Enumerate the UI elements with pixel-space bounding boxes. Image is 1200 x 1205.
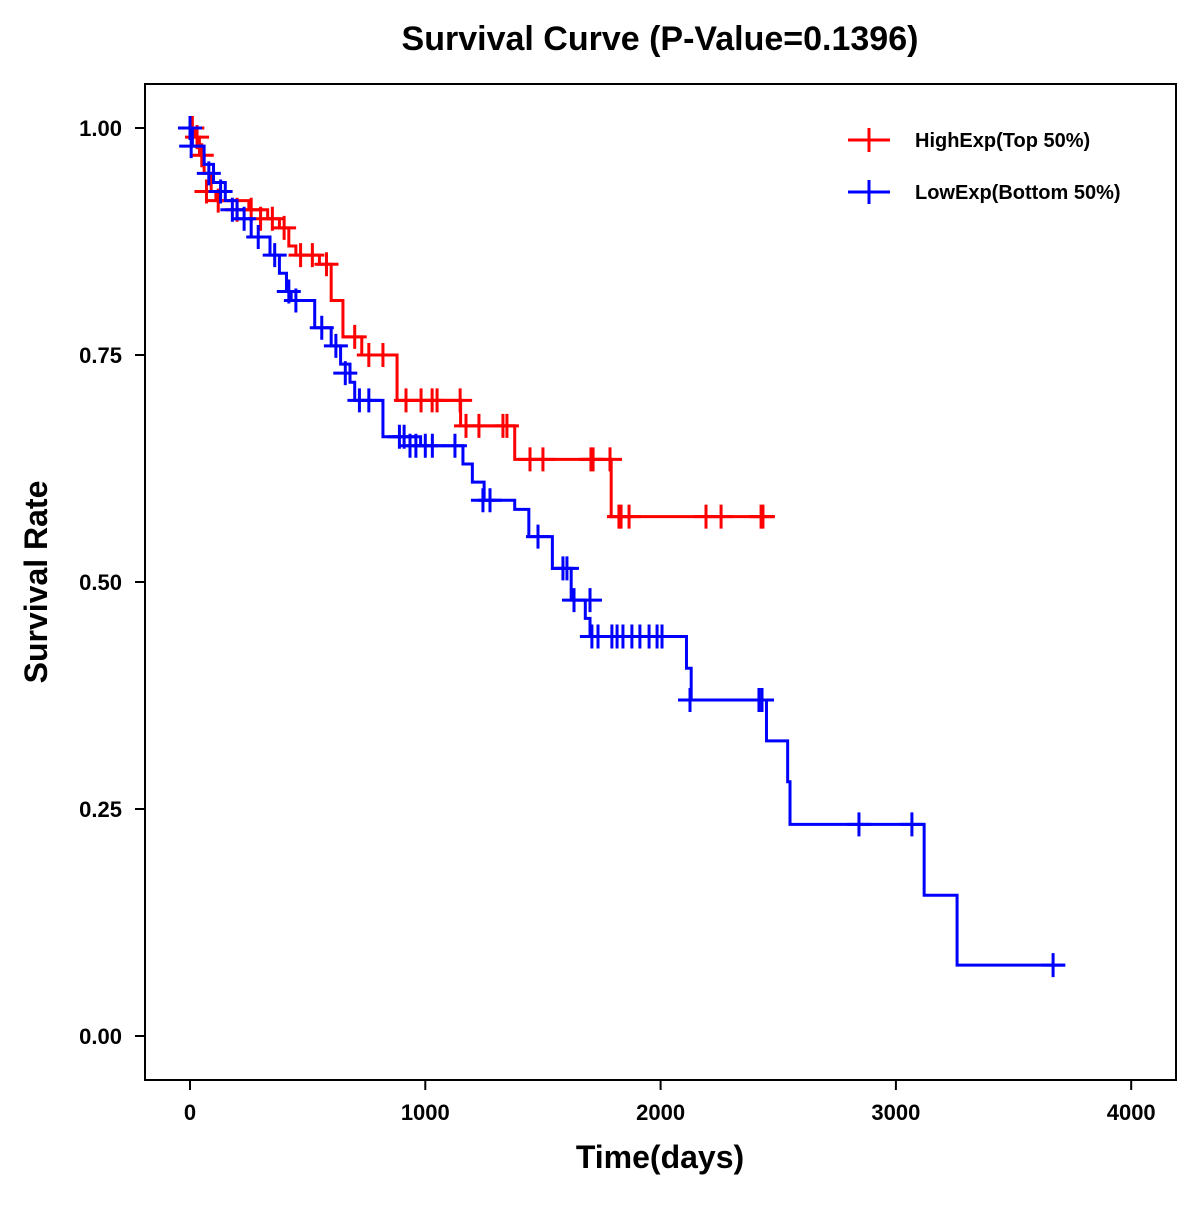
censor-mark — [314, 252, 339, 277]
censor-mark — [272, 215, 297, 240]
censor-mark — [578, 588, 603, 613]
censor-mark — [466, 413, 491, 438]
censor-mark — [709, 504, 734, 529]
censor-mark — [283, 288, 308, 313]
y-tick-label: 1.00 — [79, 116, 122, 141]
y-tick-label: 0.00 — [79, 1024, 122, 1049]
legend-item: LowExp(Bottom 50%) — [848, 180, 1121, 204]
chart-title: Survival Curve (P-Value=0.1396) — [402, 20, 919, 58]
legend-label: LowExp(Bottom 50%) — [915, 182, 1121, 204]
censor-mark — [617, 504, 642, 529]
censor-mark — [678, 688, 703, 713]
censor-mark — [846, 812, 871, 837]
x-tick-label: 0 — [184, 1100, 196, 1125]
censor-mark — [333, 361, 358, 386]
censor-mark — [370, 343, 395, 367]
censor-mark — [1041, 953, 1066, 978]
censor-mark — [899, 812, 924, 837]
censor-mark — [196, 161, 221, 186]
y-tick-label: 0.50 — [79, 570, 122, 595]
series-low-exp — [178, 116, 1066, 978]
censor-mark — [750, 688, 775, 713]
censor-mark — [420, 433, 445, 458]
legend-item: HighExp(Top 50%) — [848, 128, 1090, 152]
censor-mark — [246, 224, 271, 249]
censor-mark — [750, 504, 775, 529]
survival-step-line — [190, 126, 1066, 967]
censor-mark — [530, 447, 555, 472]
censor-mark — [208, 179, 233, 204]
censor-mark — [342, 324, 367, 349]
legend-marker-icon — [848, 180, 890, 204]
x-tick-label: 4000 — [1107, 1100, 1156, 1125]
censor-mark — [598, 447, 623, 472]
legend-label: HighExp(Top 50%) — [915, 130, 1090, 152]
y-axis-label: Survival Rate — [18, 481, 54, 684]
y-tick-label: 0.75 — [79, 343, 122, 368]
censor-mark — [179, 134, 204, 159]
censor-mark — [309, 315, 334, 340]
x-tick-label: 1000 — [401, 1100, 450, 1125]
y-tick-label: 0.25 — [79, 797, 122, 822]
survival-step-line — [190, 126, 774, 519]
censor-mark — [478, 488, 503, 513]
censor-mark — [494, 413, 519, 438]
legend-marker-icon — [848, 128, 890, 152]
x-tick-label: 3000 — [871, 1100, 920, 1125]
censor-mark — [262, 243, 287, 268]
censor-mark — [650, 624, 675, 649]
plot-frame — [144, 83, 1177, 1081]
series-high-exp — [180, 116, 775, 529]
censor-mark — [526, 524, 551, 549]
censor-mark — [448, 388, 473, 413]
censor-mark — [442, 433, 467, 458]
censor-mark — [425, 388, 450, 413]
censor-mark — [323, 333, 348, 358]
x-axis-label: Time(days) — [576, 1139, 744, 1175]
censor-mark — [300, 243, 325, 268]
x-tick-label: 2000 — [636, 1100, 685, 1125]
censor-mark — [356, 388, 381, 413]
censor-mark — [554, 556, 579, 581]
censor-mark — [232, 206, 257, 231]
